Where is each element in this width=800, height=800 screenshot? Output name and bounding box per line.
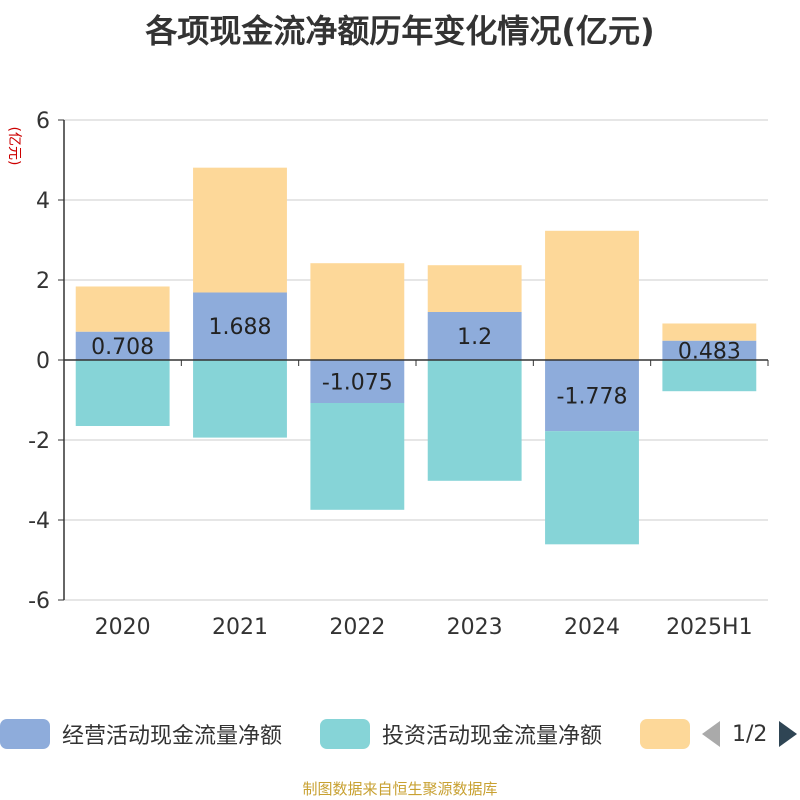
x-tick-label: 2025H1: [666, 615, 753, 640]
chart-title: 各项现金流净额历年变化情况(亿元): [145, 12, 655, 50]
legend-label-investing: 投资活动现金流量净额: [382, 724, 603, 749]
y-tick-label: 6: [36, 109, 50, 134]
bar-segment: [75, 286, 170, 332]
data-source-note: 制图数据来自恒生聚源数据库: [302, 780, 498, 798]
legend: 经营活动现金流量净额 投资活动现金流量净额 1/2: [0, 716, 800, 752]
legend-item-operating[interactable]: 经营活动现金流量净额: [0, 716, 282, 752]
axes: -6 -4 -2 0 2 4 6 2020 2021 2022 2023 2024 2025H1: [28, 109, 769, 640]
bar-segment: [193, 292, 287, 360]
y-tick-label: -6: [28, 589, 50, 614]
bar-segment: [193, 167, 287, 293]
bar-segment: [427, 312, 522, 360]
bar-segment: [310, 403, 405, 510]
bar-segment: [193, 360, 287, 438]
bar-segment: [310, 360, 405, 403]
bar-segment: [75, 331, 170, 360]
legend-item-investing[interactable]: 投资活动现金流量净额: [320, 716, 602, 752]
x-tick-label: 2023: [447, 615, 503, 640]
data-label: -1.778: [557, 385, 628, 410]
bars: [75, 167, 757, 545]
bar-segment: [545, 230, 639, 360]
bar-segment: [662, 340, 757, 360]
bar-segment: [310, 263, 405, 360]
x-tick-label: 2024: [564, 615, 620, 640]
y-axis-label: (亿元): [6, 127, 22, 166]
x-tick-label: 2020: [95, 615, 151, 640]
legend-swatch-third: [640, 719, 690, 749]
bar-segment: [427, 360, 522, 481]
data-label: 0.708: [91, 335, 154, 360]
bar-segment: [662, 360, 757, 392]
data-labels: 0.708 1.688 -1.075 1.2 -1.778 0.483: [91, 315, 741, 409]
legend-swatch-investing: [320, 719, 370, 749]
data-label: 1.688: [209, 315, 272, 340]
x-tick-label: 2022: [329, 615, 385, 640]
pager-next-icon[interactable]: [779, 721, 798, 747]
bar-segment: [662, 323, 757, 341]
data-label: 0.483: [678, 339, 741, 364]
bar-segment: [545, 360, 639, 432]
bar-segment: [427, 265, 522, 312]
legend-label-operating: 经营活动现金流量净额: [62, 724, 283, 749]
data-label: 1.2: [457, 325, 492, 350]
pager-page-text: 1/2: [732, 721, 768, 747]
legend-item-third[interactable]: [640, 716, 690, 752]
data-label: -1.075: [322, 371, 393, 396]
grid-lines: [64, 119, 768, 601]
x-tick-label: 2021: [212, 615, 268, 640]
y-tick-label: 2: [36, 269, 50, 294]
bar-segment: [75, 360, 170, 426]
bar-chart: -6 -4 -2 0 2 4 6 2020 2021 2022 2023 2024 2025H1 0.7…: [6, 109, 769, 640]
y-tick-label: -4: [28, 509, 50, 534]
y-tick-label: 0: [36, 349, 50, 374]
pager-prev-icon[interactable]: [702, 721, 720, 747]
legend-pager: 1/2: [702, 716, 798, 752]
y-tick-label: -2: [28, 429, 50, 454]
legend-swatch-operating: [0, 719, 50, 749]
bar-segment: [545, 431, 639, 545]
y-tick-label: 4: [36, 189, 50, 214]
